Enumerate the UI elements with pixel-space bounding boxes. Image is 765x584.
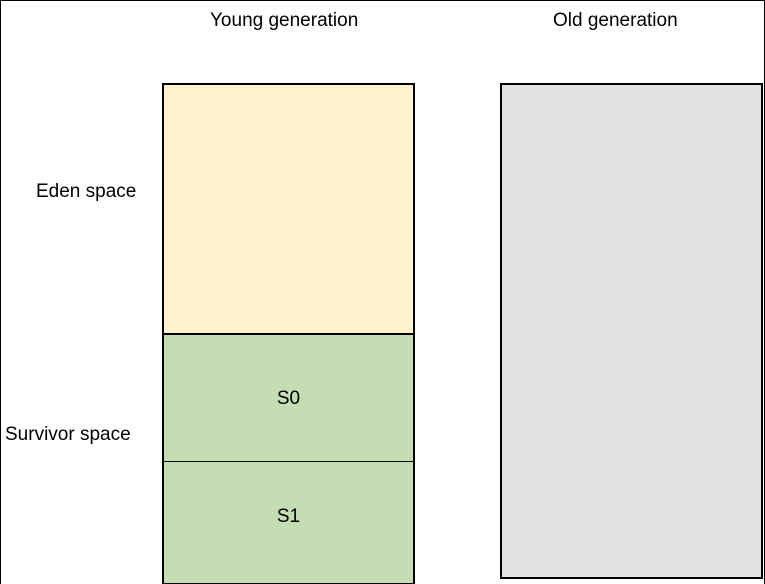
eden-space-label: Eden space [36, 181, 137, 202]
old-generation-region [500, 83, 763, 579]
s1-label: S1 [276, 506, 301, 527]
young-generation-header: Young generation [210, 10, 359, 31]
survivor-space-label: Survivor space [5, 424, 131, 445]
s0-label: S0 [276, 388, 301, 409]
old-generation-header: Old generation [553, 10, 678, 31]
survivor-s0-region: S0 [162, 333, 415, 463]
eden-space-region [162, 83, 415, 335]
survivor-s1-region: S1 [162, 461, 415, 584]
